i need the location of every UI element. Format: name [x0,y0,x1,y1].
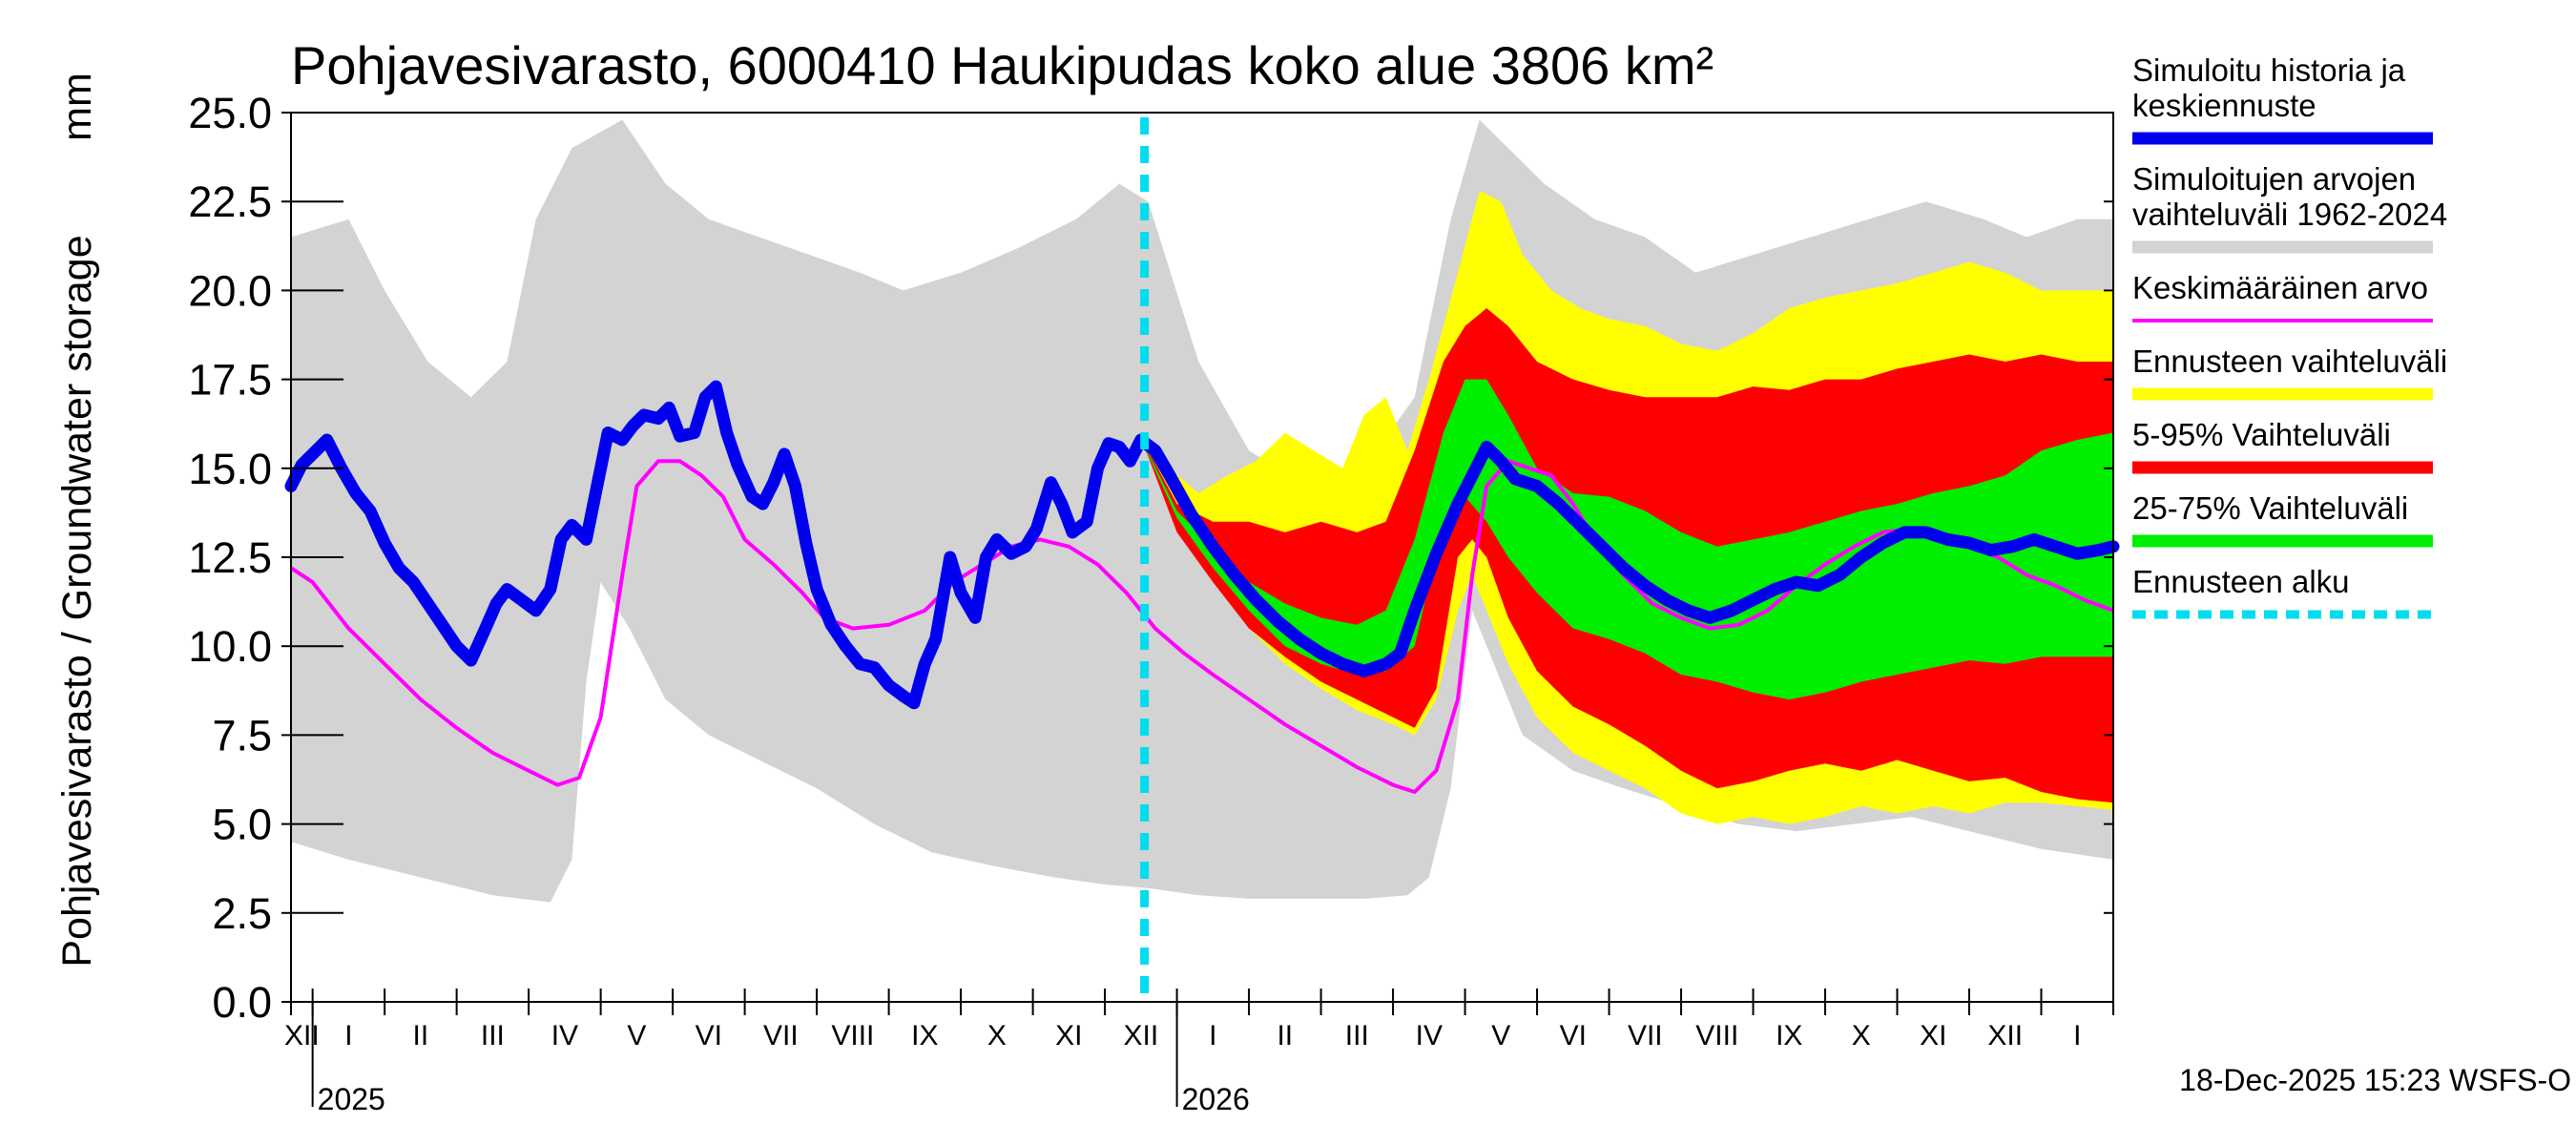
month-label: XII [284,1020,320,1051]
month-label: XI [1920,1020,1946,1051]
chart-title: Pohjavesivarasto, 6000410 Haukipudas kok… [291,35,1714,95]
year-label: 2026 [1182,1082,1250,1116]
month-label: II [1277,1020,1293,1051]
month-label: IX [1776,1020,1802,1051]
legend-text-simulated: Simuloitu historia ja [2132,52,2406,88]
month-label: I [344,1020,352,1051]
month-label: V [627,1020,646,1051]
y-tick-label: 7.5 [212,711,272,760]
y-tick-label: 10.0 [188,622,272,671]
month-label: VII [1628,1020,1663,1051]
legend-text-p5_95: 5-95% Vaihteluväli [2132,417,2391,452]
legend-text-history_range: vaihteluväli 1962-2024 [2132,197,2447,232]
plot-areas [291,119,2113,903]
month-label: I [1209,1020,1216,1051]
simulated-line [284,380,2120,710]
p25-75-band [1144,379,2113,700]
month-label: I [2073,1020,2081,1051]
month-label: IV [1416,1020,1443,1051]
y-axis-label: Pohjavesivarasto / Groundwater storage [54,235,100,967]
month-label: X [987,1020,1007,1051]
month-label: IV [551,1020,578,1051]
legend-text-forecast_range: Ennusteen vaihteluväli [2132,344,2447,379]
y-tick-label: 25.0 [188,89,272,137]
month-label: XII [1123,1020,1158,1051]
y-axis-unit: mm [54,73,100,141]
y-tick-label: 0.0 [212,978,272,1027]
month-label: III [1345,1020,1369,1051]
month-label: II [413,1020,429,1051]
plot-lines [284,117,2120,1002]
legend-text-forecast_start_line: Ennusteen alku [2132,564,2350,599]
month-label: III [481,1020,505,1051]
month-label: IX [911,1020,938,1051]
y-tick-label: 15.0 [188,445,272,493]
month-label: V [1491,1020,1510,1051]
y-tick-label: 17.5 [188,356,272,405]
month-label: VIII [1695,1020,1738,1051]
month-label: X [1852,1020,1871,1051]
legend-text-mean: Keskimääräinen arvo [2132,270,2428,305]
month-label: VI [1560,1020,1587,1051]
y-tick-label: 22.5 [188,177,272,226]
y-tick-label: 5.0 [212,801,272,849]
axes: 0.0 2.5 5.0 7.5 10.0 12.5 15.0 17.5 20.0 22.5 25.0… [188,89,2114,1116]
y-tick-label: 12.5 [188,533,272,582]
legend-text-history_range: Simuloitujen arvojen [2132,161,2416,197]
month-label: VI [696,1020,722,1051]
legend-text-simulated: keskiennuste [2132,88,2316,123]
y-tick-label: 20.0 [188,266,272,315]
month-label: VIII [831,1020,874,1051]
year-label: 2025 [318,1082,385,1116]
footer-timestamp: 18-Dec-2025 15:23 WSFS-O [2179,1063,2571,1097]
legend-text-p25_75: 25-75% Vaihteluväli [2132,490,2408,526]
month-label: XII [1987,1020,2023,1051]
y-tick-label: 2.5 [212,889,272,938]
month-label: XI [1055,1020,1082,1051]
month-label: VII [763,1020,799,1051]
